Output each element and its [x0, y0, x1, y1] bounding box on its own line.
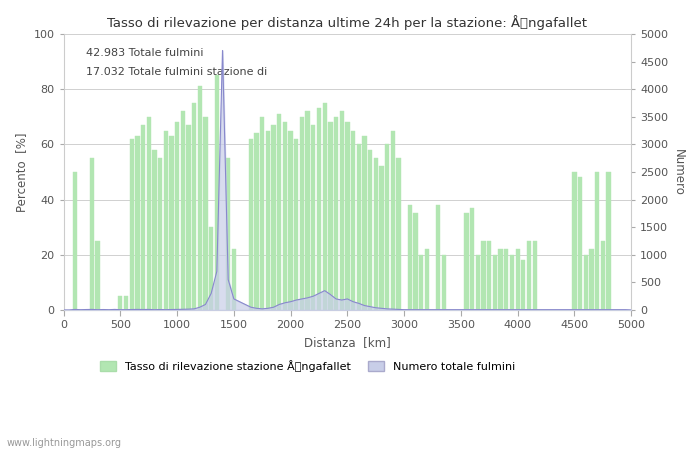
Bar	[141, 125, 145, 310]
Legend: Tasso di rilevazione stazione Ångafallet, Numero totale fulmini: Tasso di rilevazione stazione Ångafalle…	[95, 356, 520, 376]
Bar	[396, 158, 400, 310]
Bar	[436, 205, 440, 310]
Bar	[601, 241, 605, 310]
Bar	[589, 249, 594, 310]
Bar	[73, 172, 77, 310]
Text: 42.983 Totale fulmini: 42.983 Totale fulmini	[86, 48, 204, 58]
Bar	[527, 241, 531, 310]
Bar	[197, 86, 202, 310]
Bar	[522, 260, 526, 310]
Bar	[272, 125, 276, 310]
Bar	[464, 213, 469, 310]
Bar	[260, 117, 265, 310]
Bar	[379, 166, 384, 310]
Bar	[470, 208, 475, 310]
Bar	[504, 249, 508, 310]
Text: www.lightningmaps.org: www.lightningmaps.org	[7, 438, 122, 448]
Bar	[317, 108, 321, 310]
Bar	[288, 130, 293, 310]
X-axis label: Distanza  [km]: Distanza [km]	[304, 336, 391, 349]
Bar	[510, 255, 514, 310]
Bar	[374, 158, 378, 310]
Bar	[90, 158, 94, 310]
Bar	[476, 255, 480, 310]
Bar	[606, 172, 610, 310]
Y-axis label: Percento  [%]: Percento [%]	[15, 132, 28, 211]
Bar	[482, 241, 486, 310]
Bar	[345, 122, 349, 310]
Bar	[340, 111, 344, 310]
Bar	[573, 172, 577, 310]
Bar	[248, 139, 253, 310]
Bar	[226, 158, 230, 310]
Bar	[283, 122, 287, 310]
Title: Tasso di rilevazione per distanza ultime 24h per la stazione: Ångafallet: Tasso di rilevazione per distanza ultime…	[107, 15, 587, 30]
Bar	[442, 255, 446, 310]
Bar	[209, 227, 214, 310]
Bar	[595, 172, 599, 310]
Bar	[277, 114, 281, 310]
Bar	[413, 213, 418, 310]
Bar	[215, 75, 219, 310]
Bar	[124, 296, 128, 310]
Bar	[356, 144, 361, 310]
Bar	[158, 158, 162, 310]
Bar	[181, 111, 185, 310]
Bar	[232, 249, 236, 310]
Bar	[305, 111, 310, 310]
Bar	[323, 103, 327, 310]
Bar	[391, 130, 395, 310]
Y-axis label: Numero: Numero	[672, 148, 685, 195]
Bar	[487, 241, 491, 310]
Bar	[186, 125, 190, 310]
Bar	[95, 241, 100, 310]
Bar	[312, 125, 316, 310]
Bar	[192, 103, 196, 310]
Bar	[363, 136, 367, 310]
Bar	[425, 249, 429, 310]
Bar	[254, 133, 259, 310]
Bar	[385, 144, 389, 310]
Bar	[328, 122, 332, 310]
Bar	[493, 255, 497, 310]
Bar	[533, 241, 537, 310]
Bar	[152, 150, 157, 310]
Bar	[294, 139, 298, 310]
Bar	[164, 130, 168, 310]
Bar	[584, 255, 588, 310]
Bar	[135, 136, 139, 310]
Bar	[515, 249, 520, 310]
Bar	[300, 117, 304, 310]
Bar	[407, 205, 412, 310]
Bar	[266, 130, 270, 310]
Bar	[118, 296, 122, 310]
Bar	[419, 255, 424, 310]
Bar	[334, 117, 338, 310]
Bar	[146, 117, 151, 310]
Bar	[175, 122, 179, 310]
Bar	[351, 130, 355, 310]
Bar	[498, 249, 503, 310]
Text: 17.032 Totale fulmini stazione di: 17.032 Totale fulmini stazione di	[86, 67, 267, 77]
Bar	[130, 139, 134, 310]
Bar	[368, 150, 372, 310]
Bar	[169, 136, 174, 310]
Bar	[578, 177, 582, 310]
Bar	[203, 117, 208, 310]
